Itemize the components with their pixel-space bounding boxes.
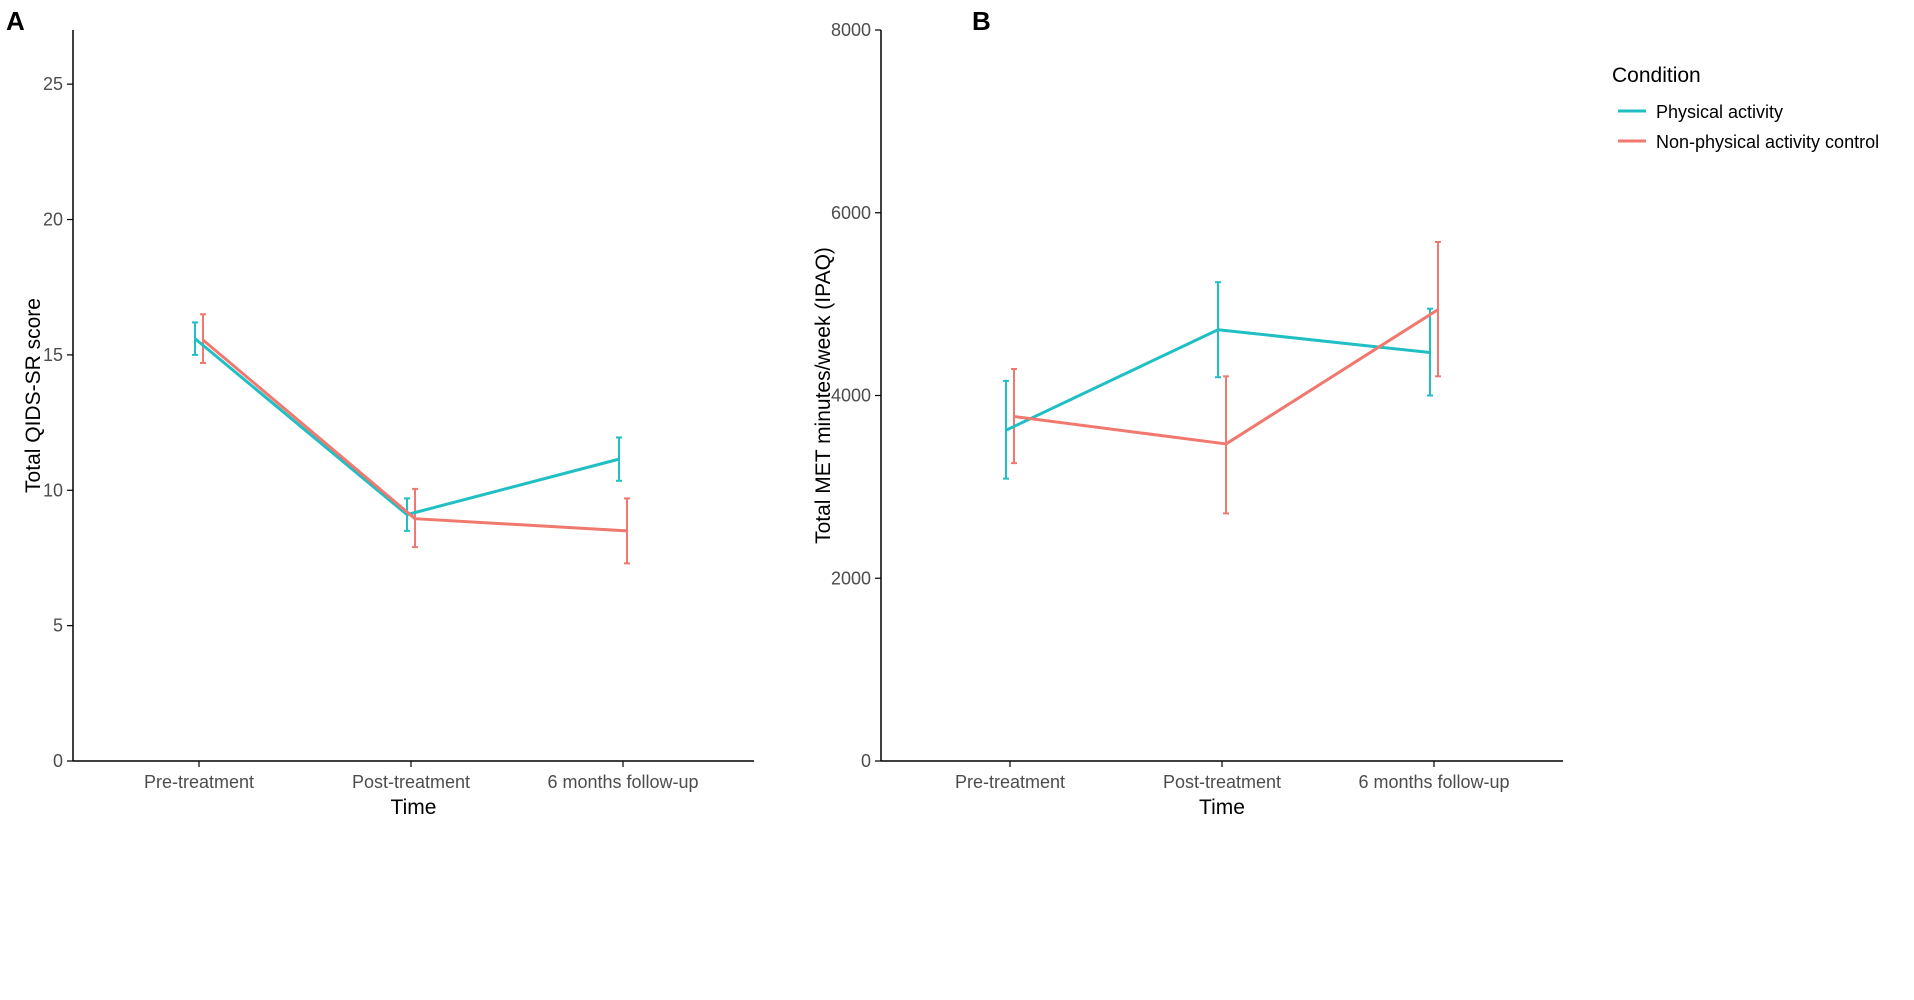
series-line-control-b [1013,308,1439,446]
y-axis-title: Total QIDS-SR score [22,298,45,493]
x-tick-label: 6 months follow-up [1358,772,1509,792]
x-tick-label: 6 months follow-up [547,772,698,792]
panel-b-label: B [972,6,991,36]
y-tick-label: 15 [43,345,63,365]
series-line-control-a [202,338,628,533]
legend-label-control: Non-physical activity control [1656,132,1879,152]
legend: Condition Physical activity Non-physical… [1612,64,1879,152]
y-tick-label: 4000 [831,386,871,406]
panel-a: A 0 5 10 15 20 25 Pre-treatment Post-treatment 6… [6,6,754,819]
y-axis-title: Total MET minutes/week (IPAQ) [812,247,835,544]
x-axis-title: Time [391,796,437,819]
x-axis-title: Time [1199,796,1245,819]
y-tick-label: 25 [43,74,63,94]
y-tick-label: 8000 [831,20,871,40]
y-tick-label: 5 [53,616,63,636]
y-tick-label: 2000 [831,568,871,588]
legend-title: Condition [1612,64,1701,87]
y-tick-label: 6000 [831,203,871,223]
y-tick-label: 0 [861,751,871,771]
y-tick-label: 0 [53,751,63,771]
y-tick-label: 20 [43,210,63,230]
y-tick-label: 10 [43,480,63,500]
series-line-physical-a [194,337,620,517]
x-tick-label: Pre-treatment [144,772,254,792]
panel-b: B 0 2000 4000 6000 8000 Pre-treatment Post-tre… [812,6,1563,819]
x-tick-label: Post-treatment [1163,772,1281,792]
series-line-physical-b [1005,328,1431,432]
legend-label-physical: Physical activity [1656,102,1783,122]
x-tick-label: Post-treatment [352,772,470,792]
x-tick-label: Pre-treatment [955,772,1065,792]
panel-a-label: A [6,6,25,36]
